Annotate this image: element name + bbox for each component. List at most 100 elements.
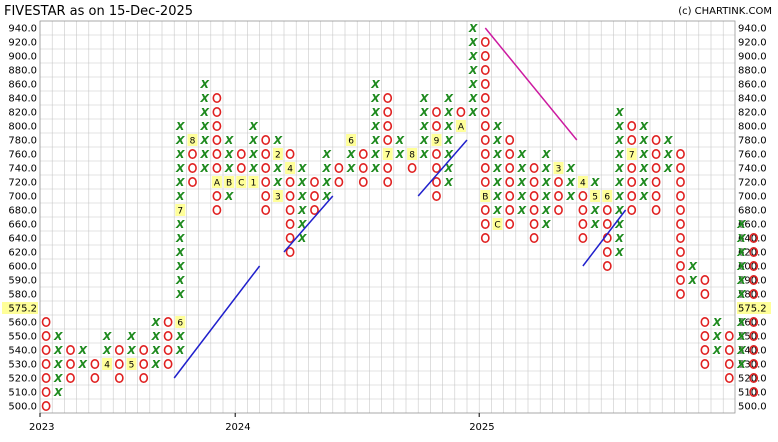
x-mark: X — [614, 218, 624, 231]
current-price-label-right: 575.2 — [738, 304, 767, 315]
o-mark — [578, 233, 588, 244]
month-marker: B — [482, 193, 488, 203]
x-mark: X — [151, 316, 161, 329]
x-mark: X — [492, 190, 502, 203]
x-mark: X — [541, 190, 551, 203]
month-marker: A — [458, 123, 465, 133]
x-mark: X — [443, 176, 453, 189]
o-mark — [627, 135, 637, 146]
x-mark: X — [492, 204, 502, 217]
y-tick-label-right: 820.0 — [738, 108, 767, 119]
y-tick-label-left: 580.0 — [8, 290, 37, 301]
y-tick-label-left: 820.0 — [8, 108, 37, 119]
o-mark — [212, 191, 222, 202]
o-mark — [700, 358, 710, 369]
x-mark: X — [199, 148, 209, 161]
o-mark — [41, 316, 51, 327]
o-mark — [651, 149, 661, 160]
y-tick-label-left: 530.0 — [8, 360, 37, 371]
month-marker: A — [214, 179, 221, 189]
month-marker: 5 — [592, 193, 598, 203]
month-marker-bg — [187, 134, 198, 146]
month-marker: 4 — [580, 179, 586, 189]
x-mark: X — [565, 162, 575, 175]
month-marker-bg — [211, 176, 222, 188]
y-tick-label-right: 840.0 — [738, 94, 767, 105]
month-marker: 6 — [604, 193, 610, 203]
x-mark: X — [517, 148, 527, 161]
o-mark — [724, 372, 734, 383]
o-mark — [627, 177, 637, 188]
y-tick-label-left: 880.0 — [8, 66, 37, 77]
o-mark — [41, 330, 51, 341]
x-mark: X — [517, 204, 527, 217]
month-marker-bg — [455, 120, 466, 132]
o-mark — [480, 121, 490, 132]
x-mark: X — [639, 120, 649, 133]
x-mark: X — [468, 92, 478, 105]
x-mark: X — [736, 260, 746, 273]
x-mark: X — [468, 78, 478, 91]
x-mark: X — [492, 176, 502, 189]
x-mark: X — [175, 162, 185, 175]
y-tick-label-left: 520.0 — [8, 374, 37, 385]
x-mark: X — [370, 78, 380, 91]
o-mark — [188, 163, 197, 174]
x-mark: X — [151, 344, 161, 357]
x-mark: X — [541, 218, 551, 231]
x-mark: X — [492, 148, 502, 161]
x-mark: X — [175, 288, 185, 301]
o-mark — [114, 344, 124, 355]
x-mark: X — [517, 162, 527, 175]
y-tick-label-right: 560.0 — [738, 318, 767, 329]
x-mark: X — [370, 120, 380, 133]
current-price-label-left: 575.2 — [8, 304, 37, 315]
x-mark: X — [419, 148, 429, 161]
month-marker-bg — [590, 190, 601, 202]
x-mark: X — [541, 176, 551, 189]
o-mark — [480, 50, 490, 61]
o-mark — [212, 163, 222, 174]
x-mark: X — [565, 190, 575, 203]
o-mark — [651, 177, 661, 188]
x-mark: X — [175, 232, 185, 245]
year-label: 2025 — [469, 422, 494, 433]
x-mark: X — [102, 344, 112, 357]
o-mark — [66, 372, 75, 383]
o-mark — [700, 344, 710, 355]
o-mark — [212, 205, 222, 216]
x-mark: X — [102, 330, 112, 343]
y-tick-label-right: 640.0 — [738, 234, 767, 245]
x-mark: X — [736, 344, 746, 357]
y-tick-label-left: 860.0 — [8, 80, 37, 91]
x-mark: X — [517, 176, 527, 189]
y-tick-label-left: 560.0 — [8, 318, 37, 329]
x-mark: X — [614, 162, 624, 175]
x-mark: X — [419, 92, 429, 105]
o-mark — [627, 205, 637, 216]
o-mark — [676, 233, 685, 244]
x-mark: X — [541, 204, 551, 217]
o-mark — [383, 121, 393, 132]
x-mark: X — [370, 134, 380, 147]
month-marker: B — [226, 179, 232, 189]
x-mark: X — [736, 232, 746, 245]
x-mark: X — [614, 246, 624, 259]
o-mark — [261, 177, 271, 188]
x-mark: X — [687, 274, 697, 287]
x-mark: X — [224, 162, 234, 175]
o-mark — [529, 219, 539, 230]
o-mark — [749, 358, 759, 369]
y-tick-label-right: 590.0 — [738, 276, 767, 287]
o-mark — [602, 247, 612, 258]
month-marker-bg — [577, 176, 588, 188]
x-mark: X — [663, 162, 673, 175]
month-marker: 4 — [287, 165, 293, 175]
y-tick-label-left: 590.0 — [8, 276, 37, 287]
trend-line — [173, 265, 261, 379]
o-mark — [505, 135, 515, 146]
y-tick-label-left: 550.0 — [8, 332, 37, 343]
x-mark: X — [321, 148, 331, 161]
x-mark: X — [614, 190, 624, 203]
month-marker-bg — [626, 148, 637, 160]
